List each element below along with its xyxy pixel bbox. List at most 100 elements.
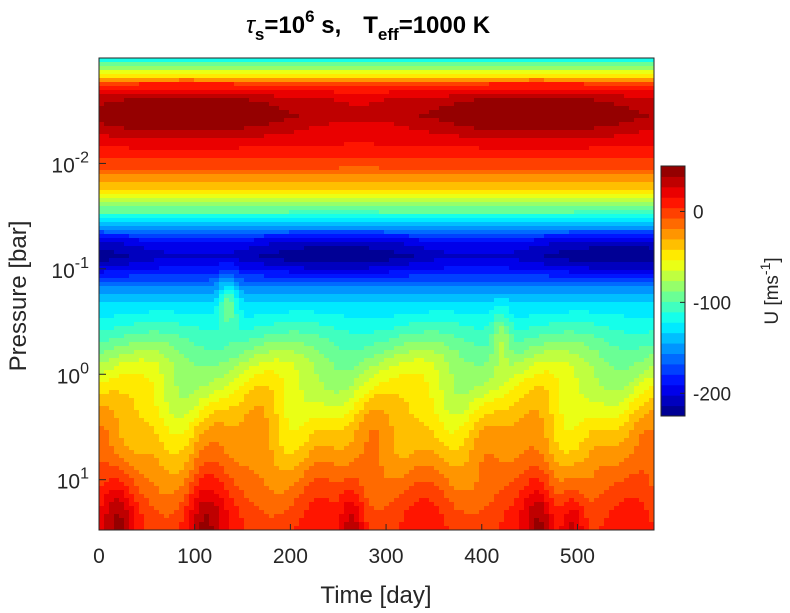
heatmap-cell: [154, 82, 160, 87]
heatmap-cell: [554, 210, 560, 215]
heatmap-cell: [474, 214, 480, 219]
heatmap-cell: [544, 190, 550, 195]
heatmap-cell: [539, 114, 545, 119]
heatmap-cell: [579, 206, 585, 211]
heatmap-cell: [309, 78, 315, 83]
heatmap-cell: [484, 98, 490, 103]
heatmap-cell: [414, 218, 420, 223]
heatmap-cell: [214, 98, 220, 103]
heatmap-cell: [459, 226, 465, 231]
heatmap-cell: [619, 202, 625, 207]
heatmap-cell: [434, 122, 440, 127]
heatmap-cell: [409, 134, 415, 139]
heatmap-cell: [269, 102, 275, 107]
heatmap-cell: [269, 186, 275, 191]
heatmap-cell: [284, 170, 290, 175]
heatmap-cell: [489, 134, 495, 139]
heatmap-cell: [429, 222, 435, 227]
heatmap-cell: [344, 182, 350, 187]
heatmap-cell: [149, 98, 155, 103]
heatmap-cell: [574, 118, 580, 123]
heatmap-cell: [644, 78, 650, 83]
heatmap-cell: [304, 202, 310, 207]
heatmap-cell: [249, 126, 255, 131]
heatmap-cell: [634, 106, 640, 111]
heatmap-cell: [649, 126, 654, 131]
heatmap-cell: [139, 154, 145, 159]
heatmap-cell: [549, 114, 555, 119]
heatmap-cell: [164, 194, 170, 199]
heatmap-cell: [239, 174, 245, 179]
heatmap-cell: [239, 78, 245, 83]
heatmap-cell: [459, 230, 465, 235]
heatmap-cell: [619, 58, 625, 63]
heatmap-cell: [184, 218, 190, 223]
heatmap-cell: [384, 198, 390, 203]
heatmap-cell: [279, 62, 285, 67]
heatmap-cell: [369, 78, 375, 83]
heatmap-cell: [524, 78, 530, 83]
heatmap-cell: [289, 162, 295, 167]
heatmap-cell: [489, 178, 495, 183]
heatmap-cell: [369, 198, 375, 203]
heatmap-cell: [384, 190, 390, 195]
heatmap-cell: [294, 78, 300, 83]
heatmap-cell: [529, 74, 535, 79]
heatmap-cell: [464, 150, 470, 155]
heatmap-cell: [444, 174, 450, 179]
heatmap-cell: [589, 142, 595, 147]
heatmap-cell: [509, 142, 515, 147]
heatmap-cell: [444, 218, 450, 223]
heatmap-cell: [529, 178, 535, 183]
heatmap-cell: [189, 162, 195, 167]
heatmap-cell: [414, 106, 420, 111]
heatmap-cell: [534, 58, 540, 63]
heatmap-cell: [139, 182, 145, 187]
heatmap-cell: [229, 82, 235, 87]
heatmap-cell: [424, 206, 430, 211]
heatmap-cell: [184, 82, 190, 87]
heatmap-cell: [374, 158, 380, 163]
heatmap-cell: [519, 102, 525, 107]
heatmap-cell: [114, 226, 120, 231]
heatmap-cell: [634, 78, 640, 83]
heatmap-cell: [499, 114, 505, 119]
heatmap-cell: [539, 82, 545, 87]
heatmap-cell: [194, 218, 200, 223]
heatmap-cell: [504, 222, 510, 227]
heatmap-cell: [289, 234, 295, 239]
heatmap-cell: [494, 74, 500, 79]
heatmap-cell: [269, 110, 275, 115]
heatmap-cell: [644, 66, 650, 71]
heatmap-cell: [354, 226, 360, 231]
heatmap-cell: [404, 78, 410, 83]
heatmap-cell: [329, 90, 335, 95]
heatmap-cell: [324, 218, 330, 223]
heatmap-cell: [579, 150, 585, 155]
heatmap-cell: [584, 154, 590, 159]
heatmap-cell: [609, 94, 615, 99]
heatmap-cell: [219, 126, 225, 131]
heatmap-cell: [244, 170, 250, 175]
heatmap-cell: [524, 154, 530, 159]
heatmap-cell: [609, 166, 615, 171]
heatmap-cell: [539, 102, 545, 107]
heatmap-cell: [629, 102, 635, 107]
heatmap-cell: [639, 206, 645, 211]
heatmap-cell: [204, 230, 210, 235]
heatmap-cell: [269, 198, 275, 203]
heatmap-cell: [529, 78, 535, 83]
heatmap-cell: [599, 162, 605, 167]
heatmap-cell: [369, 154, 375, 159]
heatmap-cell: [219, 230, 225, 235]
heatmap-cell: [164, 58, 170, 63]
heatmap-cell: [154, 206, 160, 211]
heatmap-cell: [449, 110, 455, 115]
heatmap-cell: [114, 206, 120, 211]
heatmap-cell: [444, 158, 450, 163]
heatmap-cell: [294, 86, 300, 91]
heatmap-cell: [194, 206, 200, 211]
heatmap-cell: [164, 122, 170, 127]
heatmap-cell: [569, 134, 575, 139]
heatmap-cell: [484, 154, 490, 159]
